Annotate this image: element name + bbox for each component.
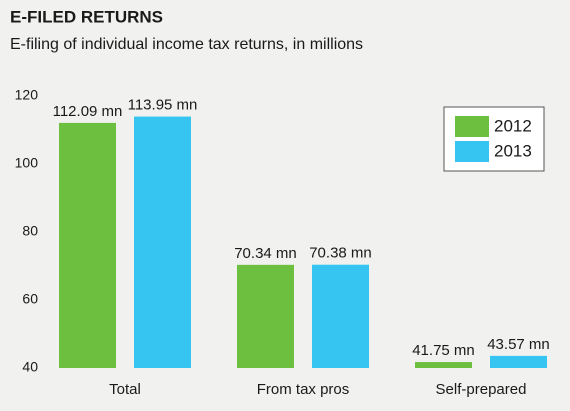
legend-swatch (455, 116, 489, 137)
legend-label: 2012 (494, 116, 532, 135)
legend-label: 2013 (494, 141, 532, 160)
chart-subtitle: E-filing of individual income tax return… (10, 36, 363, 53)
x-tick-label: Self-prepared (436, 381, 527, 398)
x-tick-label: From tax pros (257, 381, 350, 398)
bar (312, 264, 369, 368)
value-label: 70.38 mn (309, 245, 372, 262)
value-label: 112.09 mn (53, 103, 123, 120)
bar (415, 362, 472, 368)
bar (59, 122, 116, 368)
value-label: 113.95 mn (128, 97, 198, 114)
value-label: 70.34 mn (234, 245, 297, 262)
x-tick-label: Total (109, 381, 141, 398)
value-label: 43.57 mn (487, 336, 550, 353)
chart-title: E-FILED RETURNS (10, 7, 163, 26)
bar (490, 355, 547, 368)
y-tick-label: 80 (22, 223, 38, 239)
bar (237, 264, 294, 368)
bar (134, 116, 191, 368)
y-tick-label: 100 (15, 155, 39, 171)
y-tick-label: 40 (22, 359, 38, 375)
legend-swatch (455, 141, 489, 162)
y-tick-label: 60 (22, 291, 38, 307)
value-label: 41.75 mn (412, 342, 475, 359)
y-tick-label: 120 (15, 87, 39, 103)
